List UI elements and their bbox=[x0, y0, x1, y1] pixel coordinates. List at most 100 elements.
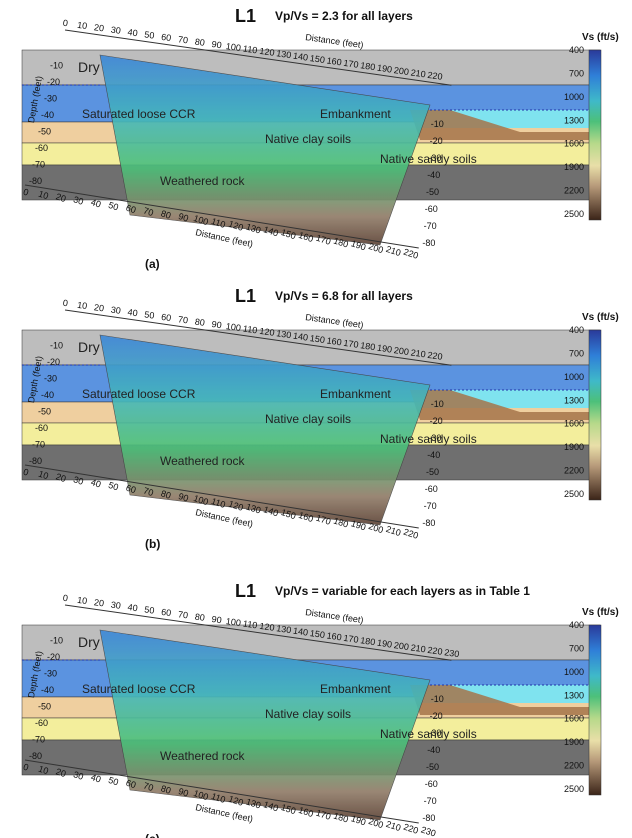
top-tick-label: 60 bbox=[161, 32, 172, 43]
bottom-tick-label: 160 bbox=[297, 805, 314, 819]
left-depth-label: -10 bbox=[50, 636, 63, 646]
top-tick-label: 180 bbox=[360, 635, 376, 647]
bottom-tick-label: 50 bbox=[107, 480, 120, 493]
top-tick-label: 60 bbox=[161, 312, 172, 323]
top-tick-label: 100 bbox=[225, 41, 241, 53]
top-tick-label: 200 bbox=[393, 640, 409, 652]
left-depth-label: -20 bbox=[47, 357, 60, 367]
right-depth-label: -50 bbox=[426, 187, 439, 197]
bottom-tick-label: 170 bbox=[315, 513, 332, 527]
top-tick-label: 220 bbox=[427, 350, 443, 362]
left-depth-label: -60 bbox=[35, 718, 48, 728]
right-depth-label: -20 bbox=[430, 136, 443, 146]
bottom-tick-label: 100 bbox=[192, 788, 209, 802]
top-tick-label: 220 bbox=[427, 645, 443, 657]
top-tick-label: 210 bbox=[410, 347, 426, 359]
bottom-axis bbox=[24, 184, 419, 249]
left-depth-label: -70 bbox=[32, 735, 45, 745]
colorbar-tick-label: 700 bbox=[569, 348, 584, 358]
bottom-tick-label: 190 bbox=[350, 518, 367, 532]
top-tick-label: 90 bbox=[211, 319, 222, 330]
bottom-tick-label: 40 bbox=[90, 197, 103, 210]
bottom-tick-label: 140 bbox=[262, 224, 279, 238]
bottom-tick-label: 30 bbox=[72, 194, 85, 207]
left-depth-label: -60 bbox=[35, 423, 48, 433]
top-tick-label: 110 bbox=[242, 618, 258, 630]
bottom-tick-label: 170 bbox=[315, 233, 332, 247]
top-axis bbox=[64, 309, 452, 366]
tomogram bbox=[99, 54, 431, 246]
top-axis bbox=[64, 29, 452, 86]
colorbar-tick-label: 1600 bbox=[564, 419, 584, 429]
layer-label: Weathered rock bbox=[160, 174, 245, 188]
bottom-tick-label: 40 bbox=[90, 772, 103, 785]
top-tick-label: 20 bbox=[93, 22, 104, 33]
top-tick-label: 140 bbox=[292, 51, 308, 63]
bottom-axis bbox=[24, 464, 419, 529]
top-tick-label: 150 bbox=[309, 333, 325, 345]
bottom-tick-label: 220 bbox=[402, 527, 419, 541]
top-tick-label: 10 bbox=[77, 20, 88, 31]
colorbar-tick-label: 400 bbox=[569, 45, 584, 55]
top-tick-label: 200 bbox=[393, 65, 409, 77]
bottom-tick-label: 200 bbox=[367, 241, 384, 255]
colorbar-title: Vs (ft/s) bbox=[582, 607, 619, 618]
top-tick-label: 150 bbox=[309, 628, 325, 640]
bottom-tick-label: 60 bbox=[125, 483, 138, 496]
layer-label: Native sandy soils bbox=[380, 432, 477, 446]
tomogram bbox=[99, 334, 431, 526]
top-tick-label: 160 bbox=[326, 630, 342, 642]
bottom-tick-label: 10 bbox=[37, 469, 50, 482]
bottom-tick-label: 220 bbox=[402, 247, 419, 261]
layer-label: Saturated loose CCR bbox=[82, 387, 196, 401]
top-tick-label: 70 bbox=[177, 34, 188, 45]
right-depth-label: -70 bbox=[424, 796, 437, 806]
bottom-tick-label: 10 bbox=[37, 189, 50, 202]
top-axis-title: Distance (feet) bbox=[305, 32, 364, 50]
panel-label: (a) bbox=[145, 257, 160, 271]
top-tick-label: 120 bbox=[259, 621, 275, 633]
panel-title: L1 bbox=[235, 581, 256, 601]
left-depth-label: -30 bbox=[44, 669, 57, 679]
colorbar-tick-label: 1600 bbox=[564, 139, 584, 149]
bottom-tick-label: 200 bbox=[367, 521, 384, 535]
tomogram bbox=[99, 629, 431, 821]
panel: L1 Vp/Vs = 6.8 for all layers 0 0 10 10 20 20 30… bbox=[21, 286, 619, 551]
bottom-tick-label: 150 bbox=[280, 507, 297, 521]
top-tick-label: 50 bbox=[144, 29, 155, 40]
colorbar-tick-label: 1300 bbox=[564, 690, 584, 700]
bottom-axis bbox=[24, 759, 419, 824]
colorbar-tick-label: 2200 bbox=[564, 186, 584, 196]
bottom-tick-label: 110 bbox=[210, 791, 227, 805]
bottom-tick-label: 160 bbox=[297, 510, 314, 524]
right-depth-label: -20 bbox=[430, 711, 443, 721]
top-tick-label: 10 bbox=[77, 300, 88, 311]
layer-label: Native clay soils bbox=[265, 707, 351, 721]
panel-label: (b) bbox=[145, 537, 160, 551]
top-tick-label: 120 bbox=[259, 326, 275, 338]
colorbar bbox=[588, 49, 602, 221]
left-depth-label: -10 bbox=[50, 341, 63, 351]
panel-subtitle: Vp/Vs = variable for each layers as in T… bbox=[275, 584, 530, 598]
top-tick-label: 40 bbox=[127, 602, 138, 613]
top-tick-label: 0 bbox=[62, 298, 68, 309]
bottom-tick-label: 50 bbox=[107, 775, 120, 788]
right-depth-label: -10 bbox=[431, 694, 444, 704]
bottom-tick-label: 20 bbox=[55, 766, 68, 779]
top-tick-label: 230 bbox=[444, 647, 460, 659]
top-tick-label: 60 bbox=[161, 607, 172, 618]
top-tick-label: 170 bbox=[343, 58, 359, 70]
top-tick-label: 170 bbox=[343, 633, 359, 645]
bottom-tick-label: 90 bbox=[177, 786, 190, 799]
right-depth-label: -20 bbox=[430, 416, 443, 426]
bottom-tick-label: 100 bbox=[192, 493, 209, 507]
top-axis-title: Distance (feet) bbox=[305, 312, 364, 330]
left-depth-label: -20 bbox=[47, 652, 60, 662]
top-tick-label: 30 bbox=[110, 600, 121, 611]
colorbar-tick-label: 1900 bbox=[564, 442, 584, 452]
colorbar-tick-label: 2200 bbox=[564, 466, 584, 476]
bottom-tick-label: 30 bbox=[72, 769, 85, 782]
bottom-tick-label: 0 bbox=[22, 762, 30, 773]
top-tick-label: 80 bbox=[194, 317, 205, 328]
